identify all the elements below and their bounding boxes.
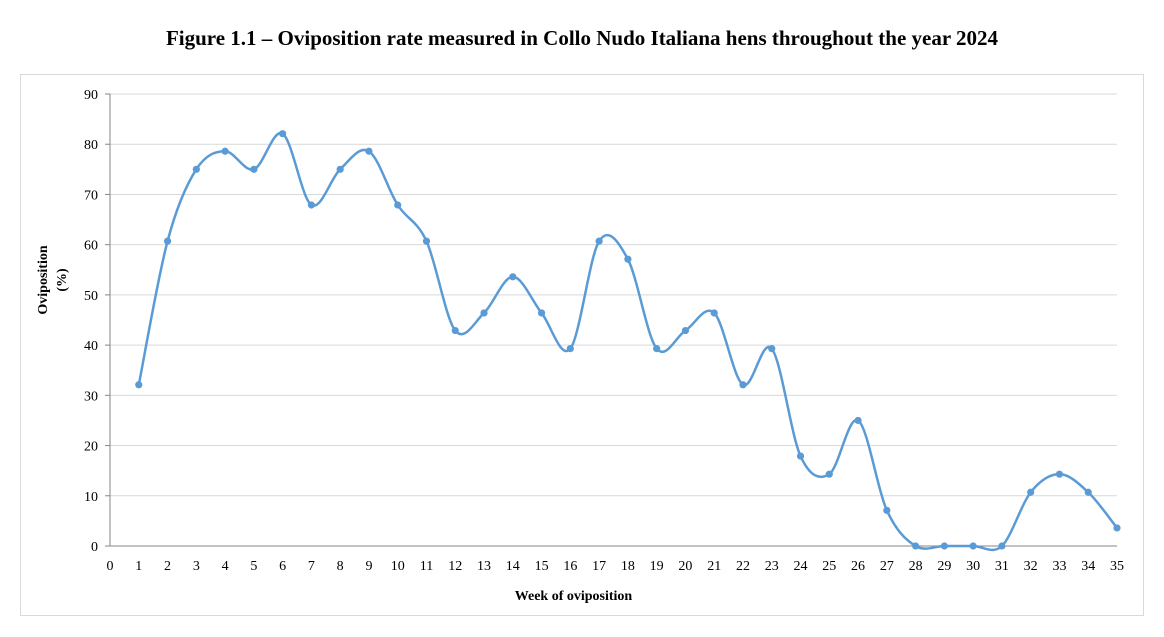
data-point xyxy=(307,201,315,209)
y-tick-labels: 0 10 20 30 40 50 60 70 80 90 xyxy=(84,88,98,555)
data-point xyxy=(394,201,402,209)
x-tick-label: 34 xyxy=(1081,559,1095,574)
x-tick-labels: 0 1 2 3 4 5 6 7 8 9 10 11 12 13 14 15 16 17 18 19 20 21 22 23 24… xyxy=(107,559,1125,574)
data-point xyxy=(135,381,143,389)
x-tick-label: 7 xyxy=(308,559,315,574)
x-tick-label: 2 xyxy=(164,559,171,574)
data-point xyxy=(509,273,517,281)
y-tick-label: 60 xyxy=(84,239,98,254)
data-point xyxy=(825,470,833,478)
axes xyxy=(105,93,1117,547)
x-tick-label: 12 xyxy=(448,559,462,574)
x-tick-label: 8 xyxy=(337,559,344,574)
data-point xyxy=(250,165,258,173)
data-point xyxy=(912,542,920,550)
x-tick-label: 27 xyxy=(880,559,894,574)
data-point xyxy=(537,309,546,317)
data-point xyxy=(940,542,948,550)
y-tick-label: 50 xyxy=(84,289,98,304)
x-tick-label: 29 xyxy=(937,559,951,574)
chart-frame xyxy=(20,74,1144,616)
data-point xyxy=(1055,470,1064,478)
data-point xyxy=(796,452,805,460)
x-axis-title: Week of oviposition xyxy=(515,589,633,604)
x-tick-label: 6 xyxy=(279,559,286,574)
data-point xyxy=(710,309,718,317)
data-point xyxy=(1113,524,1121,532)
data-point xyxy=(163,237,172,245)
data-point xyxy=(739,381,747,389)
x-tick-label: 20 xyxy=(678,559,692,574)
x-tick-label: 5 xyxy=(250,559,257,574)
y-axis-title: Oviposition xyxy=(36,245,51,314)
data-point xyxy=(768,345,776,353)
x-tick-label: 9 xyxy=(365,559,372,574)
data-point xyxy=(998,542,1006,550)
x-tick-label: 16 xyxy=(563,559,577,574)
data-point xyxy=(883,506,891,514)
data-point xyxy=(365,147,373,155)
x-tick-label: 32 xyxy=(1024,559,1038,574)
y-tick-label: 40 xyxy=(84,339,98,354)
x-tick-label: 14 xyxy=(506,559,520,574)
x-tick-label: 35 xyxy=(1110,559,1124,574)
x-tick-label: 23 xyxy=(765,559,779,574)
y-tick-label: 90 xyxy=(84,88,98,103)
x-tick-label: 19 xyxy=(650,559,664,574)
data-point xyxy=(336,165,344,173)
y-tick-label: 0 xyxy=(91,540,98,555)
series-line xyxy=(137,132,1118,552)
y-tick-label: 30 xyxy=(84,389,98,404)
x-tick-label: 1 xyxy=(135,559,142,574)
y-axis-unit: (%) xyxy=(55,268,70,292)
data-point xyxy=(480,309,488,317)
x-tick-label: 3 xyxy=(193,559,200,574)
x-tick-label: 28 xyxy=(909,559,923,574)
x-tick-label: 13 xyxy=(477,559,491,574)
data-point xyxy=(969,542,977,550)
data-point xyxy=(681,326,690,335)
x-tick-label: 24 xyxy=(794,559,808,574)
x-tick-label: 25 xyxy=(822,559,836,574)
data-point xyxy=(854,416,862,425)
x-tick-label: 11 xyxy=(420,559,433,574)
gridlines xyxy=(110,93,1117,497)
data-point xyxy=(653,345,661,353)
x-tick-label: 22 xyxy=(736,559,750,574)
data-point xyxy=(624,255,632,263)
x-tick-label: 4 xyxy=(222,559,229,574)
data-points xyxy=(135,130,1121,550)
x-tick-label: 26 xyxy=(851,559,865,574)
data-point xyxy=(566,345,574,353)
x-tick-label: 0 xyxy=(107,559,114,574)
x-tick-label: 33 xyxy=(1052,559,1066,574)
data-point xyxy=(1084,488,1092,496)
y-tick-label: 80 xyxy=(84,138,98,153)
x-tick-label: 10 xyxy=(391,559,405,574)
chart-title: Figure 1.1 – Oviposition rate measured i… xyxy=(165,26,999,50)
y-tick-label: 70 xyxy=(84,188,98,203)
data-point xyxy=(192,165,200,173)
x-tick-label: 15 xyxy=(535,559,549,574)
data-point xyxy=(221,147,229,155)
x-tick-label: 30 xyxy=(966,559,980,574)
data-point xyxy=(595,237,603,245)
data-point xyxy=(279,130,287,138)
x-tick-label: 31 xyxy=(995,559,1009,574)
x-tick-label: 17 xyxy=(592,559,606,574)
x-tick-label: 18 xyxy=(621,559,635,574)
x-tick-label: 21 xyxy=(707,559,721,574)
y-tick-label: 10 xyxy=(84,490,98,505)
data-point xyxy=(1027,488,1035,496)
data-point xyxy=(422,237,431,245)
data-point xyxy=(451,326,459,335)
y-tick-label: 20 xyxy=(84,440,98,455)
